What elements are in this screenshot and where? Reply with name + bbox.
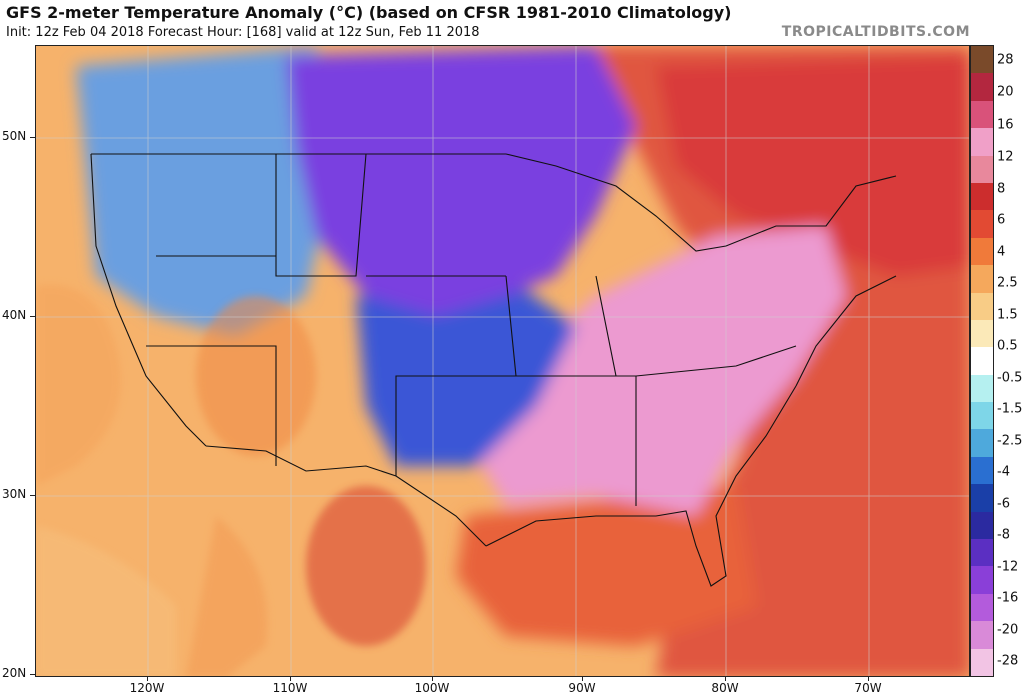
colorbar-label: 28	[997, 52, 1014, 68]
colorbar-segment	[971, 347, 993, 375]
lon-label-100w: 100W	[414, 681, 450, 695]
colorbar-segment	[971, 456, 993, 485]
colorbar-label: -12	[997, 559, 1019, 575]
colorbar-label: -8	[997, 527, 1010, 543]
anomaly-map-canvas	[36, 46, 969, 676]
colorbar-segment	[971, 511, 993, 540]
colorbar-segment	[971, 593, 993, 622]
colorbar-label: 16	[997, 117, 1014, 133]
lon-label-110w: 110W	[272, 681, 308, 695]
political-borders	[90, 153, 897, 587]
colorbar-segment	[971, 319, 993, 348]
colorbar-label: -16	[997, 590, 1019, 606]
northern-plains-extreme-cold	[286, 46, 636, 316]
lat-tick-50n	[30, 137, 35, 138]
map-title: GFS 2-meter Temperature Anomaly (°C) (ba…	[6, 3, 732, 22]
colorbar-segment	[971, 128, 993, 156]
lat-label-30n: 30N	[2, 487, 27, 501]
colorbar-segment	[971, 566, 993, 594]
lon-tick-90w	[582, 677, 583, 681]
graticule	[36, 46, 969, 676]
colorbar-label: -6	[997, 496, 1010, 512]
lat-tick-40n	[30, 316, 35, 317]
colorbar-segment	[971, 100, 993, 129]
lon-label-70w: 70W	[854, 681, 882, 695]
colorbar-label: 12	[997, 149, 1014, 165]
colorbar-label: 20	[997, 84, 1014, 100]
anomaly-map[interactable]	[35, 45, 970, 677]
lon-tick-120w	[147, 677, 148, 681]
colorbar-segment	[971, 155, 993, 183]
colorbar-segment	[971, 237, 993, 266]
colorbar-label: 0.5	[997, 338, 1018, 354]
lat-tick-20n	[30, 674, 35, 675]
colorbar-segment	[971, 429, 993, 457]
southern-plains-cold	[356, 276, 576, 466]
lon-tick-100w	[432, 677, 433, 681]
colorbar-segment	[971, 182, 993, 211]
colorbar-segment	[971, 73, 993, 101]
lon-label-90w: 90W	[568, 681, 596, 695]
gulf-warm-anomaly	[456, 486, 756, 646]
colorbar-label: -2.5	[997, 433, 1023, 449]
colorbar-label: -1.5	[997, 401, 1023, 417]
colorbar-segment	[971, 648, 993, 676]
lon-label-80w: 80W	[711, 681, 739, 695]
colorbar-segment	[971, 374, 993, 403]
lat-label-20n: 20N	[2, 666, 27, 680]
colorbar-segment	[971, 621, 993, 649]
colorbar-label: 1.5	[997, 307, 1018, 323]
brand-watermark: TROPICALTIDBITS.COM	[781, 24, 970, 40]
colorbar-segment	[971, 46, 993, 74]
northwest-cold-anomaly	[76, 46, 336, 336]
lat-label-50n: 50N	[2, 129, 27, 143]
colorbar-segment	[971, 210, 993, 238]
lat-tick-30n	[30, 495, 35, 496]
lat-label-40n: 40N	[2, 308, 27, 322]
colorbar-label: -20	[997, 622, 1019, 638]
colorbar-label: 8	[997, 181, 1006, 197]
colorbar	[970, 45, 994, 677]
lon-label-120w: 120W	[129, 681, 165, 695]
colorbar-label: 2.5	[997, 275, 1018, 291]
lon-tick-70w	[868, 677, 869, 681]
colorbar-label: -4	[997, 464, 1010, 480]
colorbar-segment	[971, 265, 993, 293]
colorbar-segment	[971, 484, 993, 512]
lon-tick-110w	[290, 677, 291, 681]
colorbar-segment	[971, 402, 993, 430]
colorbar-label: 6	[997, 212, 1006, 228]
colorbar-segment	[971, 292, 993, 320]
colorbar-label: -28	[997, 653, 1019, 669]
lon-tick-80w	[725, 677, 726, 681]
colorbar-label: 4	[997, 244, 1006, 260]
forecast-info: Init: 12z Feb 04 2018 Forecast Hour: [16…	[6, 25, 480, 40]
colorbar-label: -0.5	[997, 370, 1023, 386]
colorbar-segment	[971, 539, 993, 567]
eastern-canada-warm	[656, 56, 969, 276]
southeast-warm-anomaly	[476, 226, 846, 516]
